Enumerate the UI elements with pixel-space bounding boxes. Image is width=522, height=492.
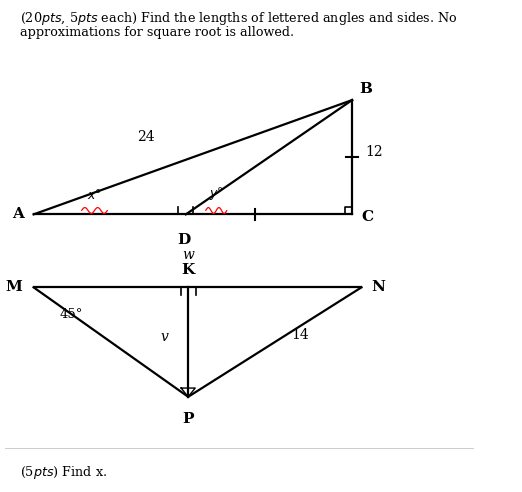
Text: 24: 24 [137,130,155,144]
Text: P: P [182,412,194,427]
Text: (5$\it{pts}$) Find x.: (5$\it{pts}$) Find x. [19,464,107,481]
Text: 12: 12 [365,145,383,159]
Text: K: K [182,263,195,277]
Text: $y$°: $y$° [209,185,224,202]
Text: 45°: 45° [60,308,82,321]
Text: approximations for square root is allowed.: approximations for square root is allowe… [19,26,294,39]
Text: v: v [161,330,169,344]
Text: w: w [182,248,194,262]
Text: N: N [371,280,385,294]
Text: 14: 14 [291,328,309,342]
Text: $x$°: $x$° [87,188,102,202]
Text: M: M [5,280,22,294]
Text: B: B [359,82,372,96]
Text: D: D [177,233,190,247]
Text: (20$\it{pts}$, 5$\it{pts}$ each) Find the lengths of lettered angles and sides. : (20$\it{pts}$, 5$\it{pts}$ each) Find th… [19,10,457,27]
Text: A: A [13,208,24,221]
Text: C: C [361,210,374,224]
